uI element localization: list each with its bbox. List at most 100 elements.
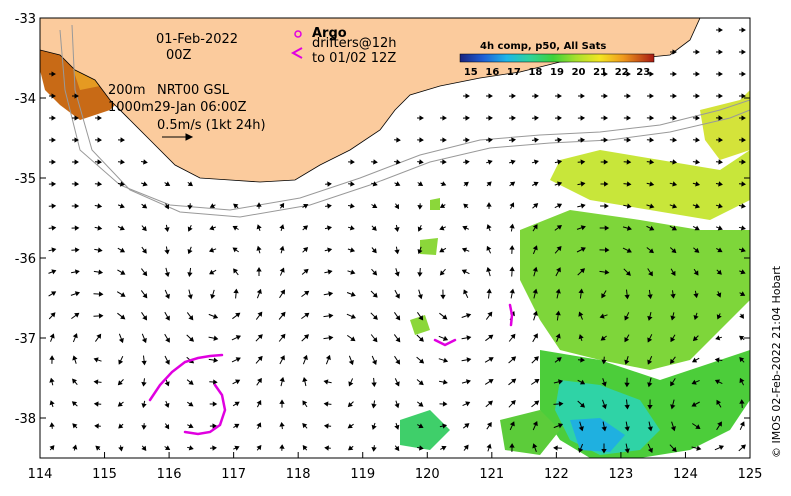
current-vector-head <box>166 273 170 276</box>
current-vector-head <box>74 334 77 338</box>
current-vector-head <box>627 94 630 98</box>
current-vector-head <box>396 382 399 386</box>
current-vector-head <box>418 227 421 231</box>
current-vector-head <box>257 247 260 250</box>
current-vector-head <box>328 182 331 186</box>
current-vector-head <box>214 380 217 384</box>
current-vector-head <box>420 160 423 164</box>
current-vector-head <box>121 204 124 207</box>
product-time-label: 29-Jan 06:00Z <box>154 100 247 115</box>
current-vector-head <box>693 359 697 362</box>
current-vector-head <box>211 204 215 207</box>
colorbar-tick-label: 23 <box>636 67 650 78</box>
current-vector-head <box>716 358 719 362</box>
current-vector-head <box>50 423 54 426</box>
current-vector-head <box>258 290 261 293</box>
current-vector-head <box>280 445 284 448</box>
current-vector-head <box>535 94 538 98</box>
y-tick-label: -36 <box>15 252 36 267</box>
current-vector-head <box>535 116 538 120</box>
current-vector-head <box>467 314 471 317</box>
current-vector-head <box>75 182 78 186</box>
current-vector-head <box>489 358 493 361</box>
y-tick-label: -37 <box>15 332 36 347</box>
current-vector-head <box>52 204 55 208</box>
current-vector-head <box>604 138 607 142</box>
current-vector-head <box>558 94 561 98</box>
current-vector-head <box>742 226 745 230</box>
current-vector-head <box>673 138 676 142</box>
current-vector-head <box>581 94 584 98</box>
x-tick-label: 123 <box>608 467 633 482</box>
current-vector-head <box>213 446 216 450</box>
current-vector-head <box>696 160 699 164</box>
current-vector-head <box>351 160 354 164</box>
current-vector-head <box>329 292 332 296</box>
current-vector-head <box>535 380 539 383</box>
current-vector-head <box>511 160 514 163</box>
current-vector-head <box>696 94 699 98</box>
current-vector-head <box>719 94 722 98</box>
current-vector-head <box>442 182 445 185</box>
current-vector-head <box>720 446 724 449</box>
argo-line1: drifters@12h <box>312 36 397 51</box>
current-vector-head <box>210 248 213 251</box>
current-vector-head <box>210 226 213 229</box>
current-vector-head <box>280 204 283 208</box>
current-vector-head <box>98 116 101 120</box>
current-vector-head <box>325 424 328 428</box>
current-vector-head <box>487 268 491 271</box>
current-vector-head <box>52 116 55 120</box>
current-vector-head <box>235 424 239 427</box>
current-vector-head <box>304 205 308 208</box>
current-vector-head <box>463 248 467 251</box>
current-vector-head <box>395 228 399 231</box>
current-vector-head <box>281 378 285 381</box>
current-vector-head <box>650 116 653 120</box>
current-vector-head <box>166 425 169 429</box>
current-vector-head <box>581 204 584 208</box>
current-vector-head <box>165 250 169 253</box>
current-vector-head <box>188 250 191 253</box>
current-vector-head <box>441 204 445 207</box>
colorbar-tick-label: 20 <box>572 67 586 78</box>
current-vector-head <box>510 225 514 228</box>
current-vector-head <box>75 160 78 164</box>
sst-patch-east-main <box>520 210 750 370</box>
sst-patch-mid-spots <box>410 198 440 335</box>
current-vector-head <box>121 227 125 230</box>
current-vector-head <box>98 182 101 186</box>
current-vector-head <box>214 358 217 362</box>
current-vector-head <box>719 50 722 54</box>
current-vector-head <box>50 356 54 359</box>
current-vector-head <box>673 116 676 120</box>
current-vector-head <box>234 290 238 293</box>
current-vector-head <box>650 94 653 98</box>
current-vector-head <box>281 356 284 360</box>
current-vector-head <box>303 401 306 405</box>
current-vector-head <box>534 334 537 338</box>
current-vector-head <box>396 404 399 408</box>
current-vector-head <box>372 383 376 386</box>
current-vector-head <box>463 270 467 273</box>
current-vector-head <box>420 138 423 142</box>
sst-patch-south-west <box>400 410 450 450</box>
current-vector-head <box>697 447 700 451</box>
current-vector-head <box>396 272 399 275</box>
current-vector-head <box>512 138 515 142</box>
current-vector-head <box>52 292 56 295</box>
current-vector-head <box>719 160 722 164</box>
current-vector-head <box>512 94 515 98</box>
current-vector-head <box>740 315 743 319</box>
current-vector-head <box>258 379 261 383</box>
current-vector-head <box>99 270 102 274</box>
current-vector-head <box>352 315 356 318</box>
current-vector-head <box>257 225 260 228</box>
depth-1000-label: 1000m <box>108 100 154 115</box>
argo-line2: to 01/02 12Z <box>312 51 396 66</box>
current-vector-head <box>76 248 79 252</box>
current-vector-head <box>328 226 331 230</box>
